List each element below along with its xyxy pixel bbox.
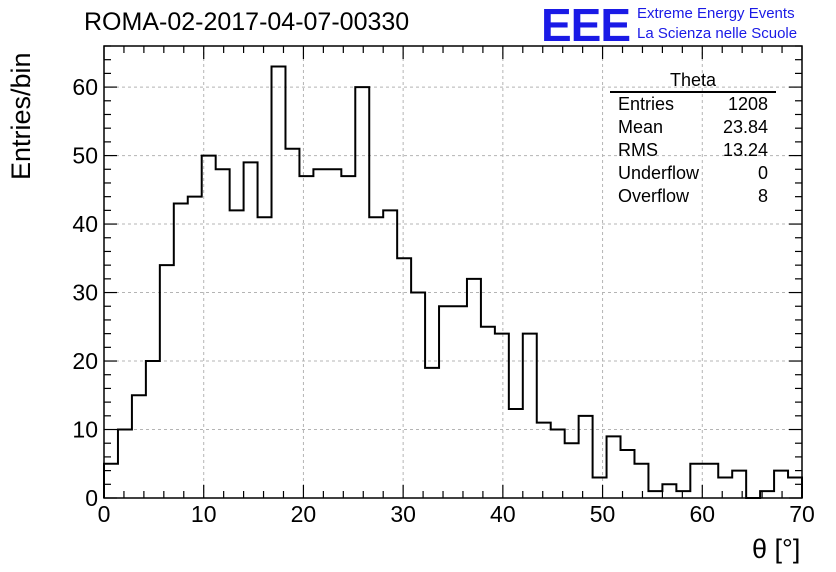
eee-logo: EEE — [541, 0, 631, 51]
stats-row-mean: Mean 23.84 — [610, 116, 776, 139]
stats-value: 8 — [757, 186, 768, 206]
stats-label: RMS — [618, 140, 658, 160]
stats-row-underflow: Underflow 0 — [610, 162, 776, 185]
x-tick-label: 70 — [789, 501, 815, 527]
stats-row-rms: RMS 13.24 — [610, 139, 776, 162]
y-axis-label: Entries/bin — [6, 52, 36, 180]
y-tick-label: 30 — [72, 280, 98, 306]
stats-value: 1208 — [727, 94, 768, 114]
histogram-step-line — [103, 65, 803, 499]
x-axis-label: θ [°] — [752, 534, 801, 564]
y-tick-label: 60 — [72, 74, 98, 100]
stats-label: Underflow — [618, 163, 700, 183]
stats-value: 13.24 — [722, 140, 768, 160]
histogram-bins — [103, 65, 803, 499]
tick-labels: 0 10 20 30 40 50 60 70 0 10 20 30 40 50 60 — [72, 74, 814, 527]
x-tick-label: 20 — [291, 501, 317, 527]
axis-ticks — [103, 45, 803, 499]
stats-value: 0 — [757, 163, 768, 183]
stats-label: Mean — [618, 117, 664, 137]
grid — [104, 46, 802, 498]
plot-frame — [103, 45, 803, 499]
logo-subtitle-1: Extreme Energy Events — [637, 5, 795, 22]
stats-box: Theta Entries 1208 Mean 23.84 RMS 13.24 … — [610, 70, 776, 208]
x-tick-label: 60 — [689, 501, 715, 527]
stats-label: Overflow — [618, 186, 690, 206]
stats-value: 23.84 — [722, 117, 768, 137]
stats-title: Theta — [610, 70, 776, 93]
x-tick-label: 40 — [490, 501, 516, 527]
x-tick-label: 30 — [390, 501, 416, 527]
x-tick-label: 10 — [191, 501, 217, 527]
y-tick-label: 20 — [72, 348, 98, 374]
y-tick-label: 50 — [72, 143, 98, 169]
stats-label: Entries — [618, 94, 675, 114]
logo-subtitle-2: La Scienza nelle Scuole — [637, 25, 798, 42]
stats-row-overflow: Overflow 8 — [610, 185, 776, 208]
y-tick-label: 0 — [85, 485, 98, 511]
x-tick-label: 50 — [590, 501, 616, 527]
y-tick-label: 40 — [72, 211, 98, 237]
y-tick-label: 10 — [72, 417, 98, 443]
chart-title: ROMA-02-2017-04-07-00330 — [84, 8, 410, 36]
stats-row-entries: Entries 1208 — [610, 93, 776, 116]
x-tick-label: 0 — [98, 501, 111, 527]
